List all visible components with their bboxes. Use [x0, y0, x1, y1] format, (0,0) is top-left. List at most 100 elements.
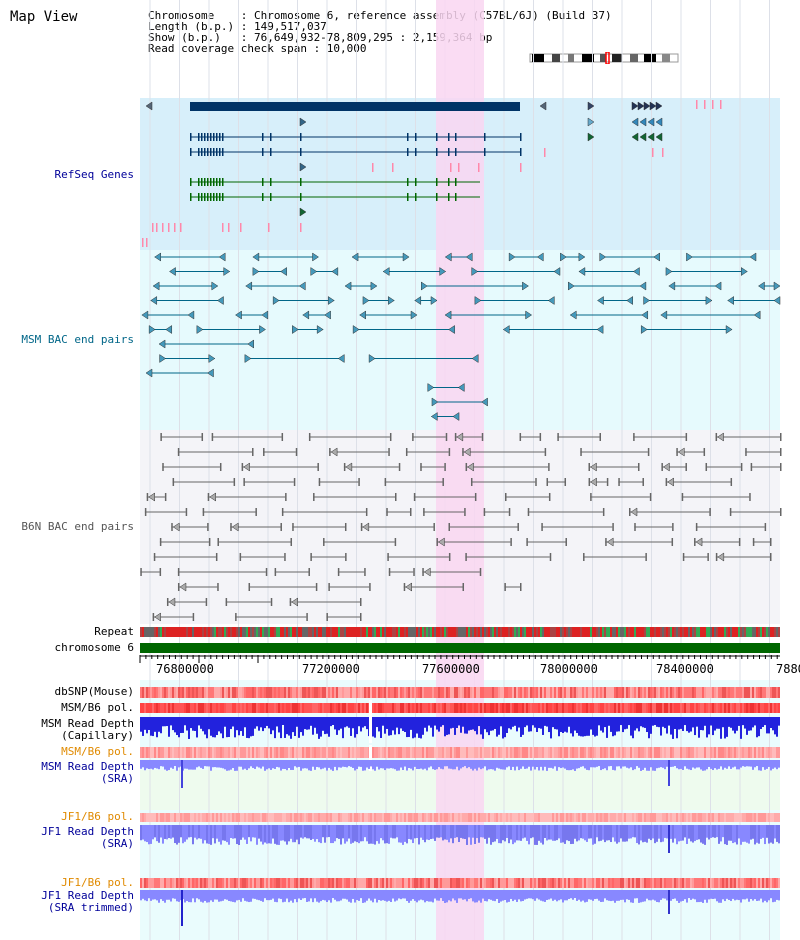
depth-bar	[354, 825, 356, 842]
heat-cell	[478, 813, 480, 822]
depth-bar	[684, 760, 686, 767]
heat-cell	[664, 703, 666, 713]
heat-cell	[198, 703, 200, 713]
heat-cell	[418, 687, 420, 698]
repeat-block	[278, 627, 280, 637]
depth-bar	[428, 825, 430, 841]
heat-cell	[186, 687, 188, 698]
depth-bar	[246, 890, 248, 902]
jf1-b6-pol-label: JF1/B6 pol.	[61, 810, 134, 823]
heat-cell	[356, 703, 358, 713]
depth-bar	[642, 825, 644, 843]
heat-cell	[646, 687, 648, 698]
depth-bar	[350, 890, 352, 903]
repeat-block	[192, 627, 194, 637]
depth-bar	[192, 717, 194, 731]
heat-cell	[494, 747, 496, 758]
depth-bar	[278, 890, 280, 899]
heat-cell	[176, 687, 178, 698]
heat-cell	[248, 703, 250, 713]
repeat-block	[394, 627, 396, 637]
depth-bar	[276, 825, 278, 845]
depth-bar	[246, 760, 248, 771]
depth-bar	[334, 760, 336, 767]
repeat-block	[290, 627, 292, 637]
heat-cell	[574, 687, 576, 698]
heat-cell	[640, 813, 642, 822]
heat-cell	[514, 813, 516, 822]
depth-bar	[582, 825, 584, 839]
depth-bar	[434, 760, 436, 770]
heat-cell	[502, 687, 504, 698]
depth-bar	[570, 717, 572, 734]
repeat-block	[476, 627, 478, 637]
bac-end	[159, 538, 162, 546]
depth-bar	[736, 760, 738, 770]
repeat-block	[378, 627, 380, 637]
depth-bar	[244, 717, 246, 728]
heat-cell	[214, 687, 216, 698]
depth-bar	[598, 890, 600, 901]
strand-arrow-icon	[244, 354, 252, 363]
depth-bar	[730, 717, 732, 728]
depth-bar	[768, 825, 770, 844]
heat-cell	[212, 878, 214, 888]
heat-cell	[684, 813, 686, 822]
heat-cell	[180, 703, 182, 713]
repeat-block	[654, 627, 656, 637]
repeat-block	[196, 627, 198, 637]
heat-cell	[472, 747, 474, 758]
heat-cell	[744, 878, 746, 888]
depth-bar	[734, 825, 736, 843]
depth-bar	[628, 717, 630, 726]
heat-cell	[666, 703, 668, 713]
heat-cell	[336, 687, 338, 698]
depth-bar	[526, 760, 528, 769]
depth-bar	[436, 890, 438, 901]
depth-bar	[158, 890, 160, 903]
depth-bar	[374, 717, 376, 738]
heat-cell	[654, 703, 656, 713]
depth-bar	[726, 825, 728, 845]
heat-cell	[564, 747, 566, 758]
heat-cell	[222, 703, 224, 713]
depth-bar	[160, 825, 162, 838]
depth-bar	[680, 825, 682, 841]
heat-cell	[448, 878, 450, 888]
repeat-block	[140, 627, 142, 637]
heat-cell	[402, 813, 404, 822]
repeat-block	[282, 627, 284, 637]
tick-label: 76800000	[156, 662, 214, 676]
bac-end	[343, 463, 346, 471]
depth-bar	[360, 717, 362, 732]
repeat-block	[332, 627, 334, 637]
heat-cell	[394, 813, 396, 822]
depth-bar	[418, 760, 420, 770]
repeat-block	[342, 627, 344, 637]
repeat-block	[666, 627, 668, 637]
depth-bar	[208, 890, 210, 903]
heat-cell	[140, 878, 142, 888]
depth-bar	[266, 890, 268, 901]
heat-cell	[762, 703, 764, 713]
chromosome-ideogram[interactable]	[528, 52, 682, 64]
heat-cell	[288, 703, 290, 713]
depth-bar	[282, 760, 284, 769]
depth-bar	[398, 825, 400, 843]
heat-cell	[302, 878, 304, 888]
depth-bar	[294, 825, 296, 843]
heat-cell	[724, 813, 726, 822]
heat-cell	[536, 813, 538, 822]
heat-cell	[662, 703, 664, 713]
repeat-block	[256, 627, 258, 637]
heat-cell	[740, 687, 742, 698]
heat-cell	[542, 703, 544, 713]
depth-bar	[436, 825, 438, 838]
heat-cell	[520, 747, 522, 758]
exon	[262, 148, 264, 156]
heat-cell	[740, 813, 742, 822]
heat-cell	[376, 703, 378, 713]
exon	[190, 133, 192, 141]
heat-cell	[378, 878, 380, 888]
